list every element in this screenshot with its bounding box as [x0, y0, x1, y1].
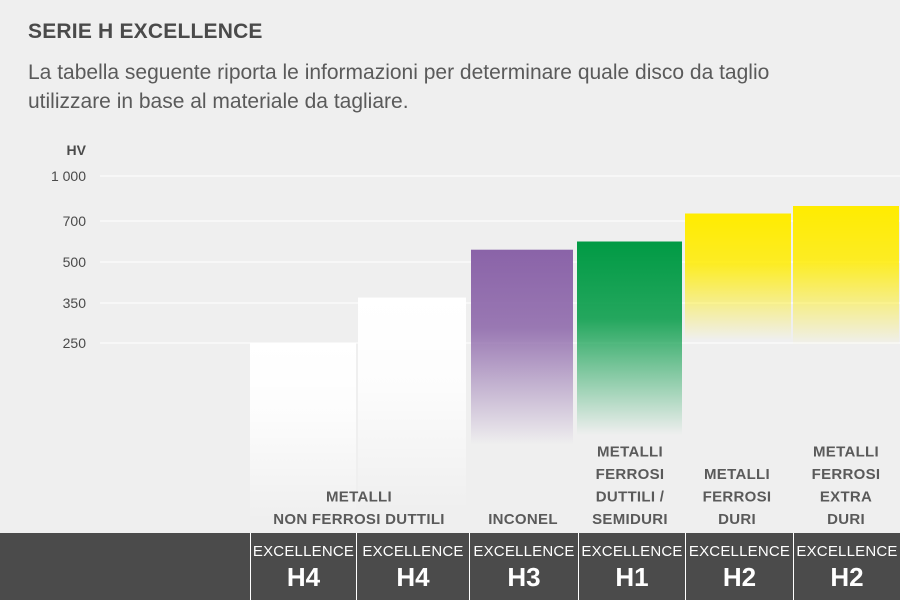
product-cell: EXCELLENCE H3	[469, 533, 578, 600]
bar-h2-4	[685, 213, 791, 340]
product-grade-label: H1	[615, 562, 649, 592]
category-label: METALLI FERROSI DUTTILI / SEMIDURI	[592, 444, 668, 529]
product-cell: EXCELLENCE H2	[793, 533, 900, 600]
product-grade-label: H2	[830, 562, 864, 592]
product-series-label: EXCELLENCE	[688, 543, 791, 560]
y-tick-label: 250	[63, 335, 87, 351]
bar-h1-3	[577, 241, 682, 435]
category-labels: METALLI NON FERROSI DUTTILI INCONEL METALLI…	[273, 444, 880, 529]
bar-h4-0	[250, 343, 356, 520]
bar-h4-1	[358, 297, 466, 510]
product-grade-label: H4	[396, 562, 430, 592]
y-tick-label: 700	[63, 213, 87, 229]
bar-h2-5	[793, 206, 899, 345]
product-band: EXCELLENCE H4 EXCELLENCE H4 EXCELLENCE H3 EXCE…	[0, 533, 900, 600]
product-series-label: EXCELLENCE	[473, 543, 575, 560]
y-tick-label: 350	[63, 295, 87, 311]
product-series-label: EXCELLENCE	[252, 543, 355, 560]
category-label: METALLI NON FERROSI DUTTILI	[273, 489, 445, 529]
bar-h3-2	[471, 249, 573, 445]
product-series-label: EXCELLENCE	[796, 543, 898, 560]
category-label: METALLI FERROSI DURI	[703, 466, 772, 528]
product-cell: EXCELLENCE H4	[356, 533, 469, 600]
product-grade-label: H4	[286, 562, 321, 592]
product-grade-label: H2	[722, 562, 757, 592]
product-series-label: EXCELLENCE	[362, 543, 464, 560]
y-tick-label: 1 000	[51, 168, 86, 184]
category-label: METALLI FERROSI EXTRA DURI	[812, 444, 881, 529]
category-label: INCONEL	[488, 511, 558, 528]
product-cell: EXCELLENCE H4	[250, 533, 356, 600]
product-cell: EXCELLENCE H1	[578, 533, 685, 600]
bars	[250, 206, 899, 520]
product-series-label: EXCELLENCE	[581, 543, 683, 560]
page-title: SERIE H EXCELLENCE	[28, 20, 263, 43]
y-axis-unit: HV	[67, 142, 87, 158]
product-cell: EXCELLENCE H2	[685, 533, 793, 600]
hardness-chart: HV 1 000 700 500 350 250 METALLI NON FERROSI D…	[51, 142, 900, 529]
y-tick-label: 500	[63, 254, 87, 270]
page-description: La tabella seguente riporta le informazi…	[28, 61, 770, 113]
product-grade-label: H3	[507, 562, 541, 592]
